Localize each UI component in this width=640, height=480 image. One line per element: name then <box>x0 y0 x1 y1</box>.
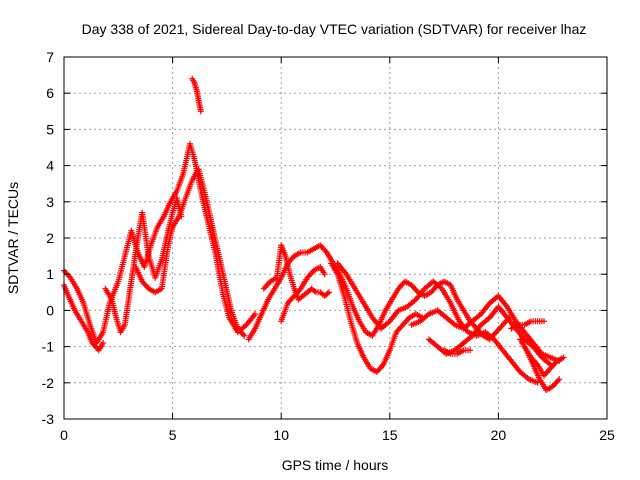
series-track-11 <box>382 278 513 343</box>
x-tick-label: 0 <box>60 427 68 443</box>
tick-layer: 0 5 10 15 20 25 -3 -2 -1 0 1 2 3 4 5 6 7 <box>42 49 615 443</box>
data-point-marker <box>252 311 259 318</box>
y-tick-label: 4 <box>46 158 54 174</box>
series-track-14 <box>441 347 474 357</box>
data-point-marker <box>241 332 248 339</box>
x-tick-label: 15 <box>382 427 398 443</box>
y-tick-label: -1 <box>42 339 55 355</box>
data-layer <box>61 75 567 394</box>
y-tick-label: 6 <box>46 85 54 101</box>
series-track-15 <box>508 318 548 332</box>
series-track-8 <box>278 263 328 325</box>
x-axis-label: GPS time / hours <box>282 457 389 473</box>
data-point-marker <box>560 354 567 361</box>
series-track-7 <box>260 242 332 303</box>
series-track-9 <box>328 260 426 375</box>
series-track-4 <box>132 166 248 339</box>
y-tick-label: 1 <box>46 266 54 282</box>
y-tick-label: 2 <box>46 230 54 246</box>
y-tick-label: -2 <box>42 375 55 391</box>
chart-title: Day 338 of 2021, Sidereal Day-to-day VTE… <box>82 21 587 37</box>
data-point-marker <box>325 289 332 296</box>
series-track-5 <box>189 75 204 115</box>
y-tick-label: -3 <box>42 411 55 427</box>
data-point-marker <box>100 339 107 346</box>
data-point-marker <box>541 318 548 325</box>
data-point-marker <box>197 108 204 115</box>
series-track-2 <box>61 282 107 354</box>
y-tick-label: 3 <box>46 194 54 210</box>
series-track-17 <box>521 343 567 379</box>
y-tick-label: 5 <box>46 121 54 137</box>
y-axis-label: SDTVAR / TECUs <box>5 182 21 294</box>
x-tick-label: 20 <box>491 427 507 443</box>
x-tick-label: 5 <box>169 427 177 443</box>
data-point-marker <box>467 347 474 354</box>
y-tick-label: 0 <box>46 302 54 318</box>
data-point-marker <box>321 271 328 278</box>
data-point-marker <box>556 376 563 383</box>
y-tick-label: 7 <box>46 49 54 65</box>
x-tick-label: 25 <box>599 427 615 443</box>
x-tick-label: 10 <box>273 427 289 443</box>
